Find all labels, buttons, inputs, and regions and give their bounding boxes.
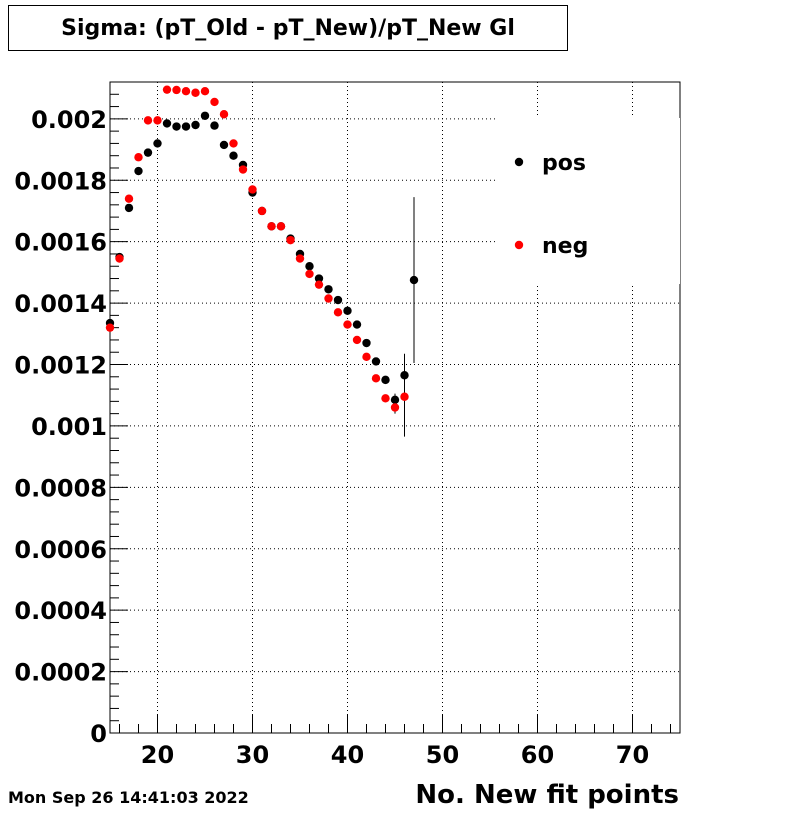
data-point-neg — [257, 206, 267, 216]
legend-label-pos: pos — [542, 151, 586, 176]
data-point-pos — [191, 120, 200, 130]
data-point-pos — [343, 306, 352, 315]
data-point-neg — [229, 139, 238, 148]
data-point-pos — [324, 285, 333, 294]
data-point-pos — [124, 203, 134, 213]
data-point-neg — [324, 294, 333, 303]
y-tick-label: 0.0014 — [14, 290, 107, 318]
data-layer — [105, 85, 419, 437]
y-tick-label: 0.0016 — [14, 229, 107, 257]
data-point-pos — [210, 121, 219, 130]
data-point-neg — [390, 403, 400, 412]
data-point-neg — [200, 87, 210, 96]
data-point-neg — [124, 194, 134, 203]
data-point-pos — [371, 357, 381, 366]
y-tick-label: 0.0018 — [14, 167, 107, 195]
data-point-neg — [115, 254, 124, 263]
y-tick-label: 0.002 — [31, 106, 107, 134]
data-point-neg — [362, 352, 371, 362]
data-point-neg — [134, 153, 143, 162]
data-point-neg — [381, 394, 390, 403]
data-point-pos — [381, 375, 390, 385]
legend-marker-pos — [514, 157, 524, 167]
x-tick-label: 30 — [236, 741, 269, 769]
data-point-neg — [352, 335, 362, 345]
x-tick-label: 50 — [426, 741, 459, 769]
x-tick-label: 70 — [616, 741, 649, 769]
legend-box — [495, 118, 680, 284]
y-tick-label: 0.001 — [31, 413, 107, 441]
data-point-neg — [305, 269, 314, 279]
data-point-pos — [172, 122, 181, 131]
x-tick-label: 60 — [521, 741, 554, 769]
data-point-neg — [105, 323, 115, 332]
data-point-neg — [153, 116, 162, 125]
data-point-neg — [295, 254, 305, 263]
x-tick-label: 40 — [331, 741, 364, 769]
data-point-neg — [238, 165, 248, 174]
data-point-neg — [210, 97, 219, 107]
legend-label-neg: neg — [542, 234, 588, 259]
x-tick-label: 20 — [141, 741, 174, 769]
data-point-pos — [200, 111, 210, 120]
data-point-neg — [371, 374, 381, 383]
data-point-neg — [400, 392, 409, 401]
data-point-neg — [181, 87, 191, 96]
data-point-pos — [409, 275, 419, 285]
data-point-neg — [286, 235, 295, 245]
data-point-pos — [390, 395, 400, 405]
data-point-pos — [305, 262, 314, 271]
data-point-pos — [181, 122, 191, 131]
x-axis-title: No. New fit points — [415, 780, 679, 810]
y-tick-label: 0.0008 — [14, 474, 107, 502]
data-point-pos — [153, 139, 162, 148]
data-point-neg — [143, 116, 153, 125]
data-point-pos — [333, 295, 343, 305]
data-point-neg — [248, 185, 257, 194]
data-point-neg — [191, 88, 200, 97]
data-point-pos — [134, 166, 143, 176]
data-point-pos — [143, 148, 153, 157]
data-point-neg — [314, 280, 324, 289]
data-point-pos — [219, 140, 229, 150]
data-point-neg — [343, 320, 352, 329]
y-tick-label: 0.0012 — [14, 352, 107, 380]
data-point-neg — [276, 222, 286, 231]
datestamp: Mon Sep 26 14:41:03 2022 — [8, 788, 249, 807]
y-tick-label: 0 — [90, 720, 107, 748]
data-point-neg — [333, 308, 343, 317]
data-point-pos — [229, 151, 238, 160]
data-point-neg — [172, 85, 181, 95]
data-point-pos — [314, 274, 324, 283]
axis-layer: 20 30 40 50 60 70 0 0.0002 0.0004 0.0006 0.0008 0.0… — [14, 93, 671, 769]
y-tick-label: 0.0006 — [14, 536, 107, 564]
plot-frame — [109, 81, 681, 734]
data-point-pos — [362, 338, 371, 348]
y-tick-label: 0.0002 — [14, 659, 107, 687]
data-point-pos — [162, 119, 172, 128]
y-tick-label: 0.0004 — [14, 597, 107, 625]
data-point-neg — [162, 85, 172, 94]
legend: pos neg — [495, 118, 680, 284]
data-point-neg — [219, 110, 229, 119]
data-point-pos — [352, 320, 362, 329]
data-point-neg — [267, 222, 276, 231]
legend-marker-neg — [514, 240, 524, 250]
chart-title: Sigma: (pT_Old - pT_New)/pT_New Gl — [8, 5, 568, 51]
